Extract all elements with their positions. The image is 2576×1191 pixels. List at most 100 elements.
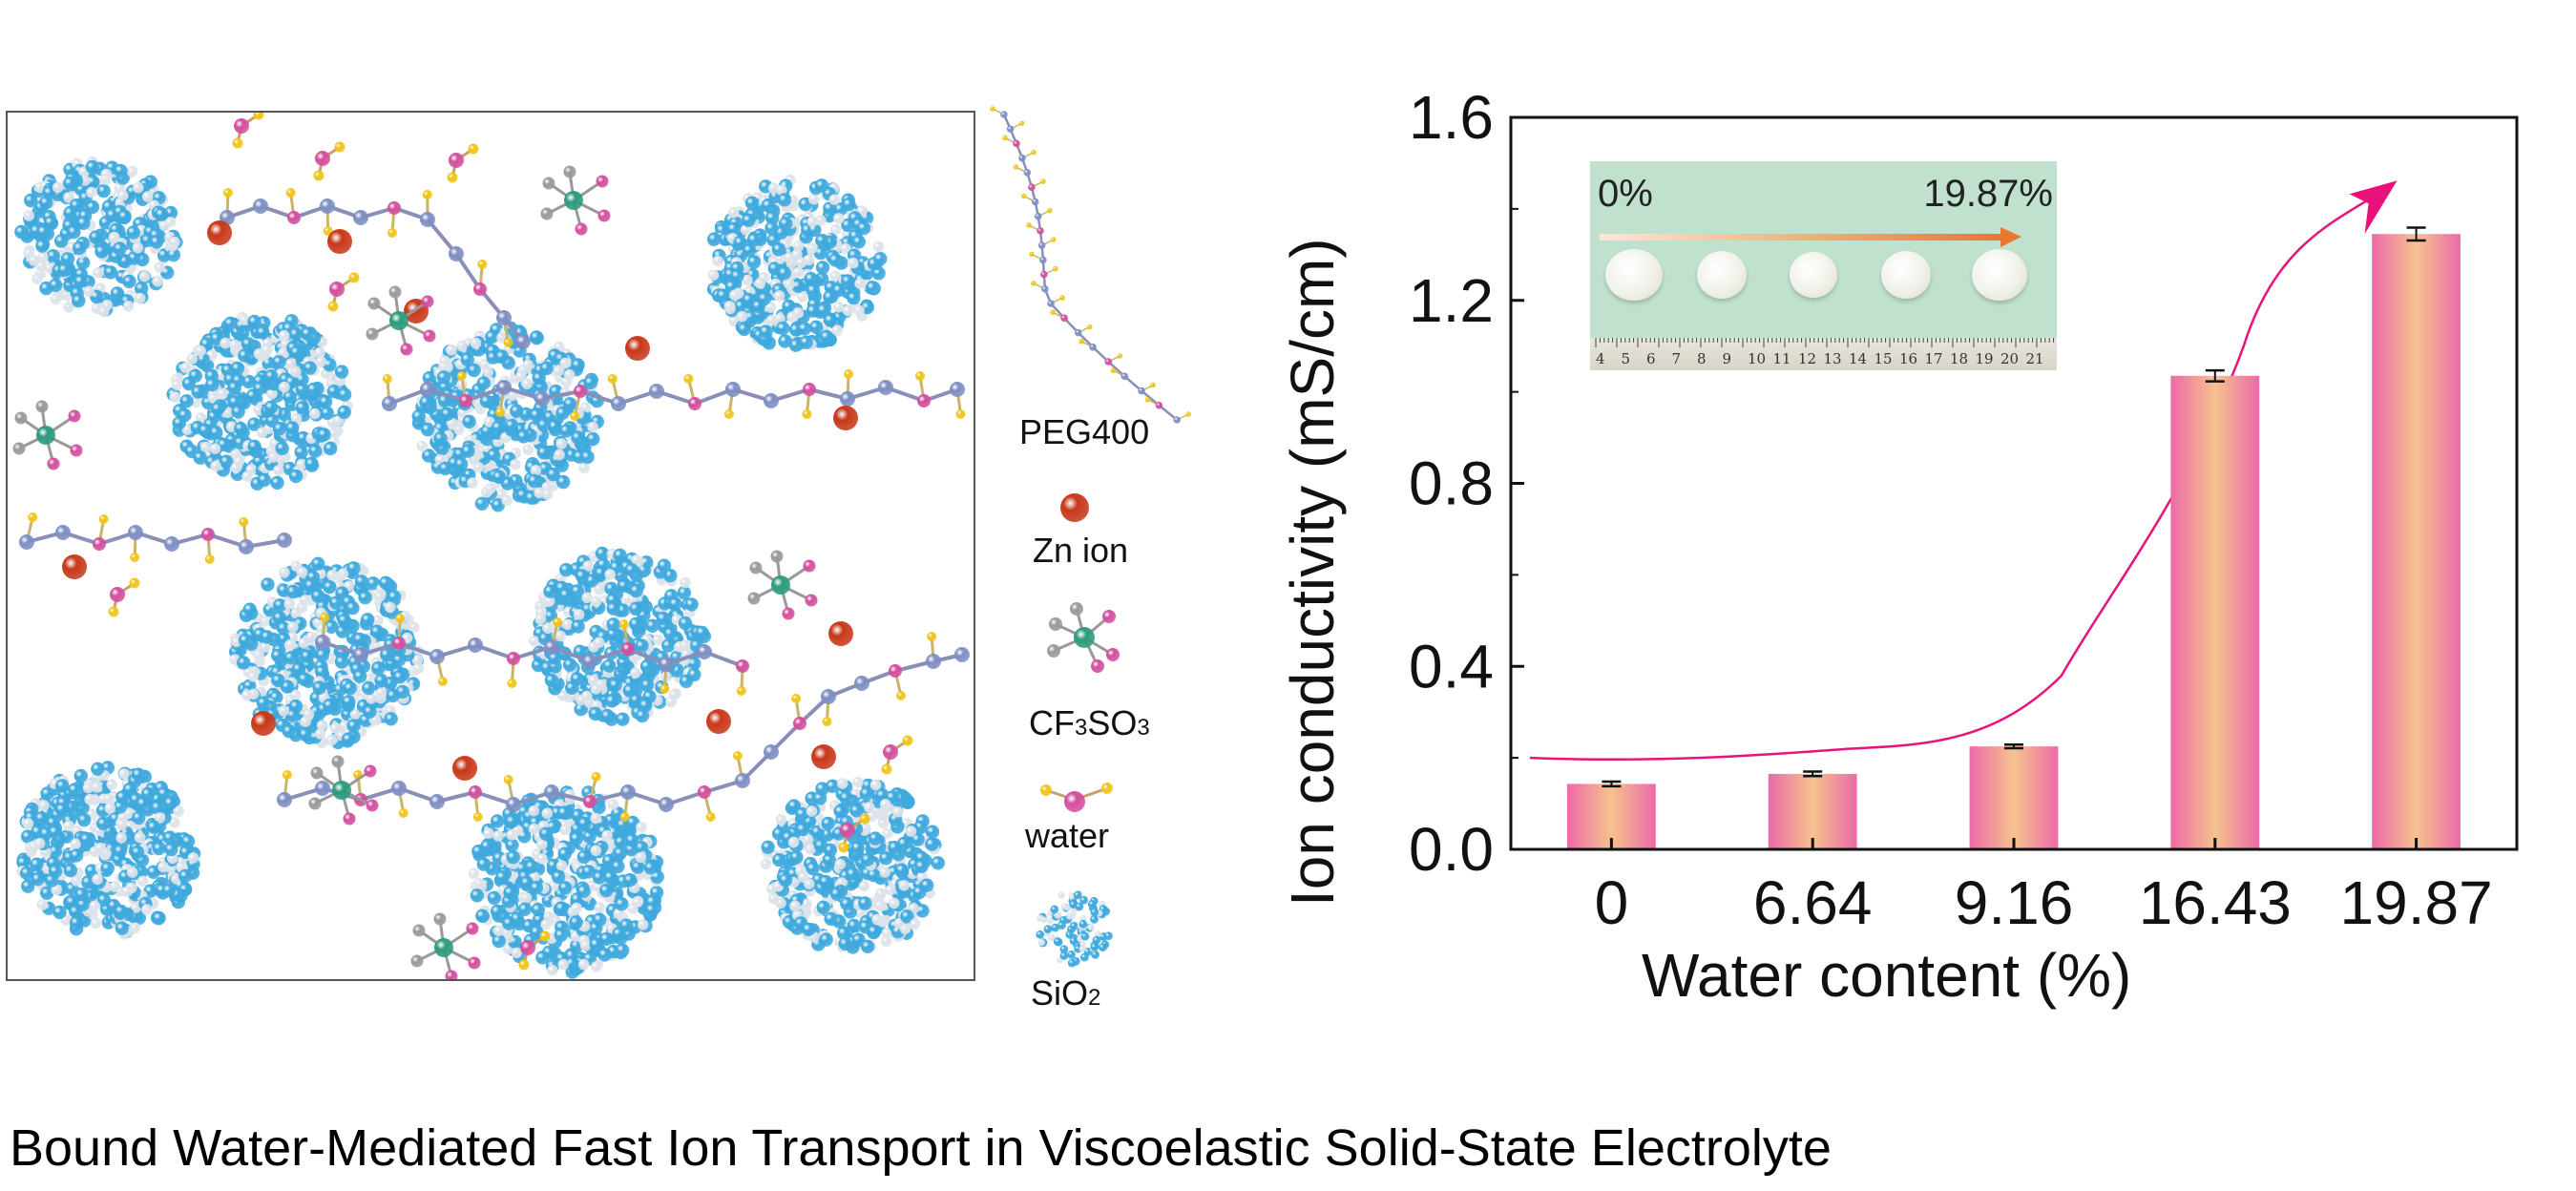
sio2-cluster — [16, 761, 201, 940]
sample-6-64 — [1697, 251, 1747, 299]
cf3so3-icon — [1047, 602, 1120, 673]
legend-icons — [990, 106, 1192, 968]
zn-ion — [62, 554, 87, 579]
water-molecule — [232, 113, 264, 149]
triflate-anion — [540, 165, 611, 236]
inset-label-end: 19.87% — [1923, 173, 2053, 215]
legend-label-water: water — [1025, 816, 1110, 855]
inset-gradient-arrow — [1600, 227, 2021, 247]
ruler-number: 16 — [1899, 350, 1918, 367]
water-molecule — [327, 272, 360, 312]
ruler-number: 11 — [1772, 350, 1791, 367]
error-bar — [2004, 742, 2023, 750]
inset-label-start: 0% — [1598, 173, 1653, 215]
ruler-number: 8 — [1697, 350, 1707, 367]
ruler-number: 7 — [1671, 350, 1682, 367]
sample-16-43 — [1881, 251, 1931, 299]
chart-container: 0.0 0.4 0.8 1.2 1.6 0 6.64 9.16 16.43 19.87 Ion c… — [1250, 76, 2576, 1031]
ruler-number: 14 — [1849, 350, 1868, 367]
schematic-panel — [6, 111, 975, 981]
legend-label-sio2: SiO2 — [1031, 973, 1101, 1013]
x-tick-label: 6.64 — [1753, 868, 1873, 937]
legend-panel: PEG400 Zn ion CF3SO3 water SiO2 — [983, 105, 1250, 1021]
ruler-number: 4 — [1596, 350, 1605, 367]
ruler-number: 13 — [1823, 350, 1842, 367]
ruler-number: 12 — [1798, 350, 1817, 367]
x-tick-label: 0 — [1595, 868, 1629, 937]
peg-chain — [220, 188, 531, 349]
sio2-cluster — [166, 311, 353, 491]
sio2-cluster — [411, 321, 604, 512]
sio2-cluster — [529, 546, 712, 726]
sio2-cluster — [14, 156, 183, 318]
triflate-anion — [12, 400, 83, 470]
sample-9-16 — [1790, 252, 1837, 298]
y-tick-label: 0.4 — [1409, 632, 1494, 700]
x-tick-label: 9.16 — [1955, 868, 2074, 937]
bar-chart: 0.0 0.4 0.8 1.2 1.6 0 6.64 9.16 16.43 19.87 — [1409, 83, 2519, 937]
ruler-number: 19 — [1975, 350, 1994, 367]
inset-ruler: 4 5 6 7 8 9 10 11 12 13 14 15 16 17 18 19 20 21 — [1590, 338, 2057, 370]
bar-16-43 — [2170, 375, 2260, 849]
water-molecule — [108, 577, 140, 617]
water-molecule — [518, 930, 551, 971]
ruler-number: 6 — [1646, 350, 1656, 367]
ruler-number: 10 — [1748, 350, 1767, 367]
bar-6-64 — [1768, 773, 1857, 849]
x-tick-label: 19.87 — [2340, 868, 2493, 937]
water-molecule — [881, 735, 913, 775]
zn-ion — [327, 229, 352, 254]
zn-ion — [251, 711, 276, 736]
water-molecule — [313, 141, 346, 181]
ruler-ticks — [1595, 338, 2055, 347]
ruler-number: 20 — [2000, 350, 2020, 367]
legend-label-cf3so3: CF3SO3 — [1029, 703, 1150, 742]
sample-0 — [1605, 249, 1663, 301]
water-molecule — [447, 143, 479, 183]
zn-ion — [811, 744, 836, 769]
zn-ion — [207, 220, 232, 245]
x-axis-label: Water content (%) — [1642, 941, 2132, 1010]
zn-ion — [625, 336, 650, 361]
caption: Bound Water-Mediated Fast Ion Transport … — [10, 1119, 1832, 1177]
sio2-cluster — [468, 785, 664, 979]
y-tick-label: 0.0 — [1409, 815, 1494, 884]
triflate-anion — [308, 755, 379, 825]
ruler-number: 15 — [1874, 350, 1893, 367]
ruler-number: 18 — [1950, 350, 1969, 367]
peg-chain — [19, 512, 292, 564]
sio2-cluster — [706, 174, 888, 352]
peg-chain — [382, 369, 966, 421]
zn-ion — [828, 621, 853, 646]
y-tick-label: 1.6 — [1409, 83, 1494, 152]
legend-label-peg400: PEG400 — [1019, 412, 1150, 451]
water-icon — [1040, 783, 1113, 812]
y-tick-label: 1.2 — [1409, 266, 1494, 335]
triflate-anion — [366, 285, 436, 356]
sample-19-87 — [1972, 249, 2027, 301]
trend-curve — [1529, 198, 2370, 762]
schematic-illustration — [12, 113, 970, 979]
ruler-number: 17 — [1924, 350, 1943, 367]
error-bar — [2205, 368, 2225, 383]
sio2-icon — [1036, 889, 1113, 968]
ruler-number: 5 — [1621, 350, 1631, 367]
triflate-anion — [747, 550, 818, 620]
zn-ion — [452, 756, 477, 781]
zn-ion — [706, 709, 731, 734]
bar-19-87 — [2372, 234, 2461, 849]
y-axis-label: Ion conductivity (mS/cm) — [1278, 238, 1347, 907]
bar-9-16 — [1969, 746, 2059, 849]
peg-chain — [315, 613, 749, 696]
zn-ion-icon — [1060, 493, 1089, 522]
sio2-cluster — [761, 776, 945, 954]
trend-arrowhead — [2349, 180, 2398, 235]
ruler-number: 21 — [2025, 350, 2044, 367]
triflate-anion — [410, 912, 481, 979]
peg-chain — [277, 632, 970, 822]
y-tick-label: 0.8 — [1409, 449, 1494, 518]
ruler-number: 9 — [1722, 350, 1732, 367]
legend-label-zn-ion: Zn ion — [1033, 531, 1129, 570]
error-bar — [1803, 770, 1823, 778]
error-bar — [2406, 226, 2426, 242]
